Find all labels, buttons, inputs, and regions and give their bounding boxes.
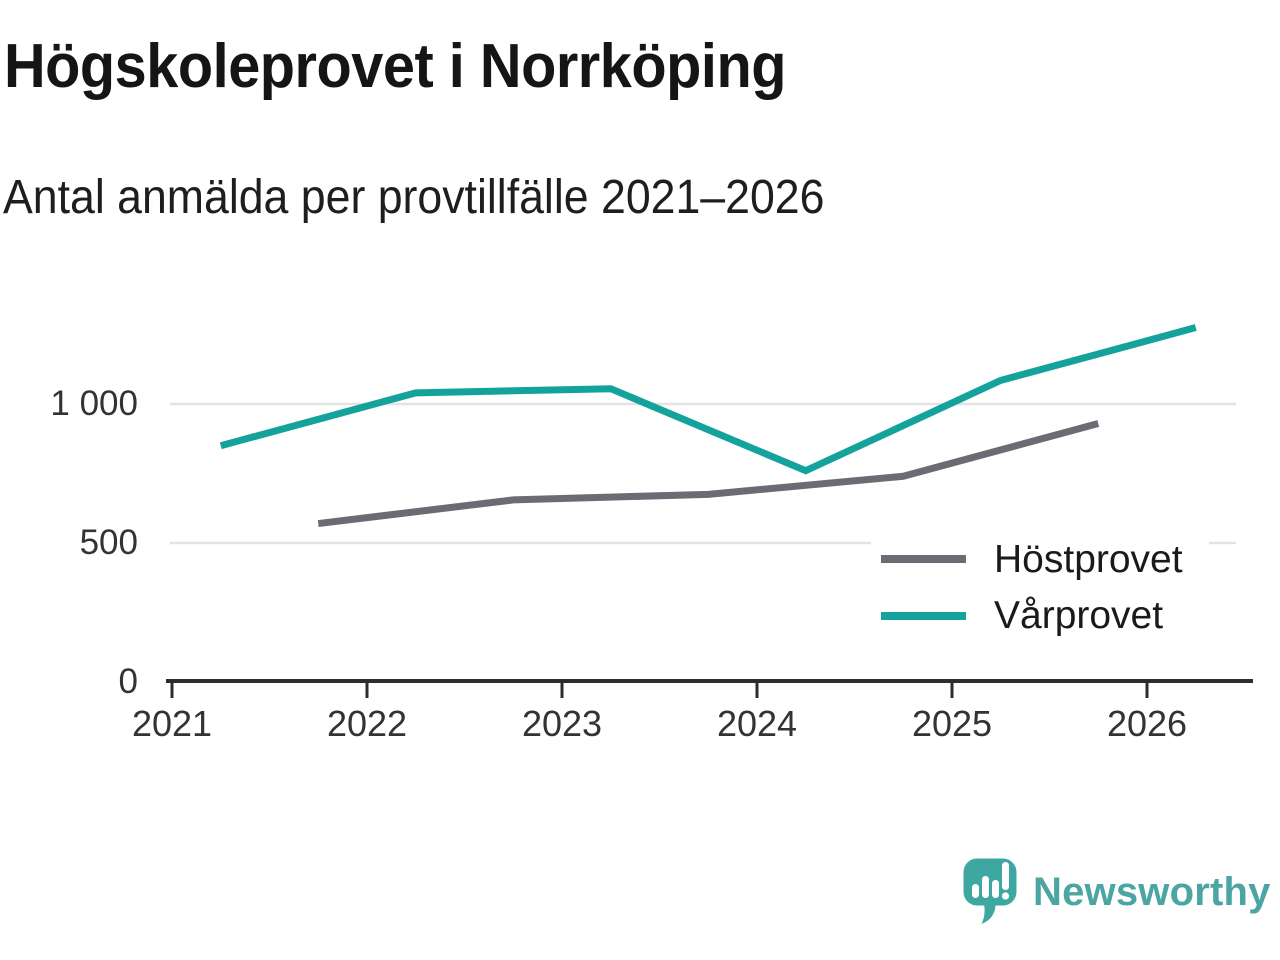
chart-title: Högskoleprovet i Norrköping [4,32,786,101]
newsworthy-logo: Newsworthy [962,856,1271,928]
y-tick-label-500: 500 [79,523,138,562]
legend-item-hostprovet: Höstprovet [871,533,1209,585]
x-tick-label-2023: 2023 [521,703,603,744]
chart-subtitle: Antal anmälda per provtillfälle 2021–202… [3,171,825,224]
x-tick-label-2025: 2025 [911,703,993,744]
hostprovet-line-swatch [881,555,966,564]
series-line-vrprovet [219,324,1197,475]
x-tick-label-2026: 2026 [1106,703,1188,744]
y-tick-label-0: 0 [118,662,138,701]
x-tick-label-2024: 2024 [716,703,798,744]
chart-legend: Höstprovet Vårprovet [871,531,1209,644]
y-tick-label-1000: 1 000 [50,384,138,423]
newsworthy-logo-text: Newsworthy [1033,870,1271,914]
newsworthy-logo-mark-icon [963,858,1017,924]
series-line-hstprovet [317,420,1100,528]
varprovet-line-swatch [881,611,966,620]
legend-label-hostprovet: Höstprovet [994,537,1183,581]
legend-label-varprovet: Vårprovet [994,594,1164,638]
x-tick-label-2022: 2022 [326,703,408,744]
x-tick-label-2021: 2021 [131,703,213,744]
legend-item-varprovet: Vårprovet [871,590,1209,642]
